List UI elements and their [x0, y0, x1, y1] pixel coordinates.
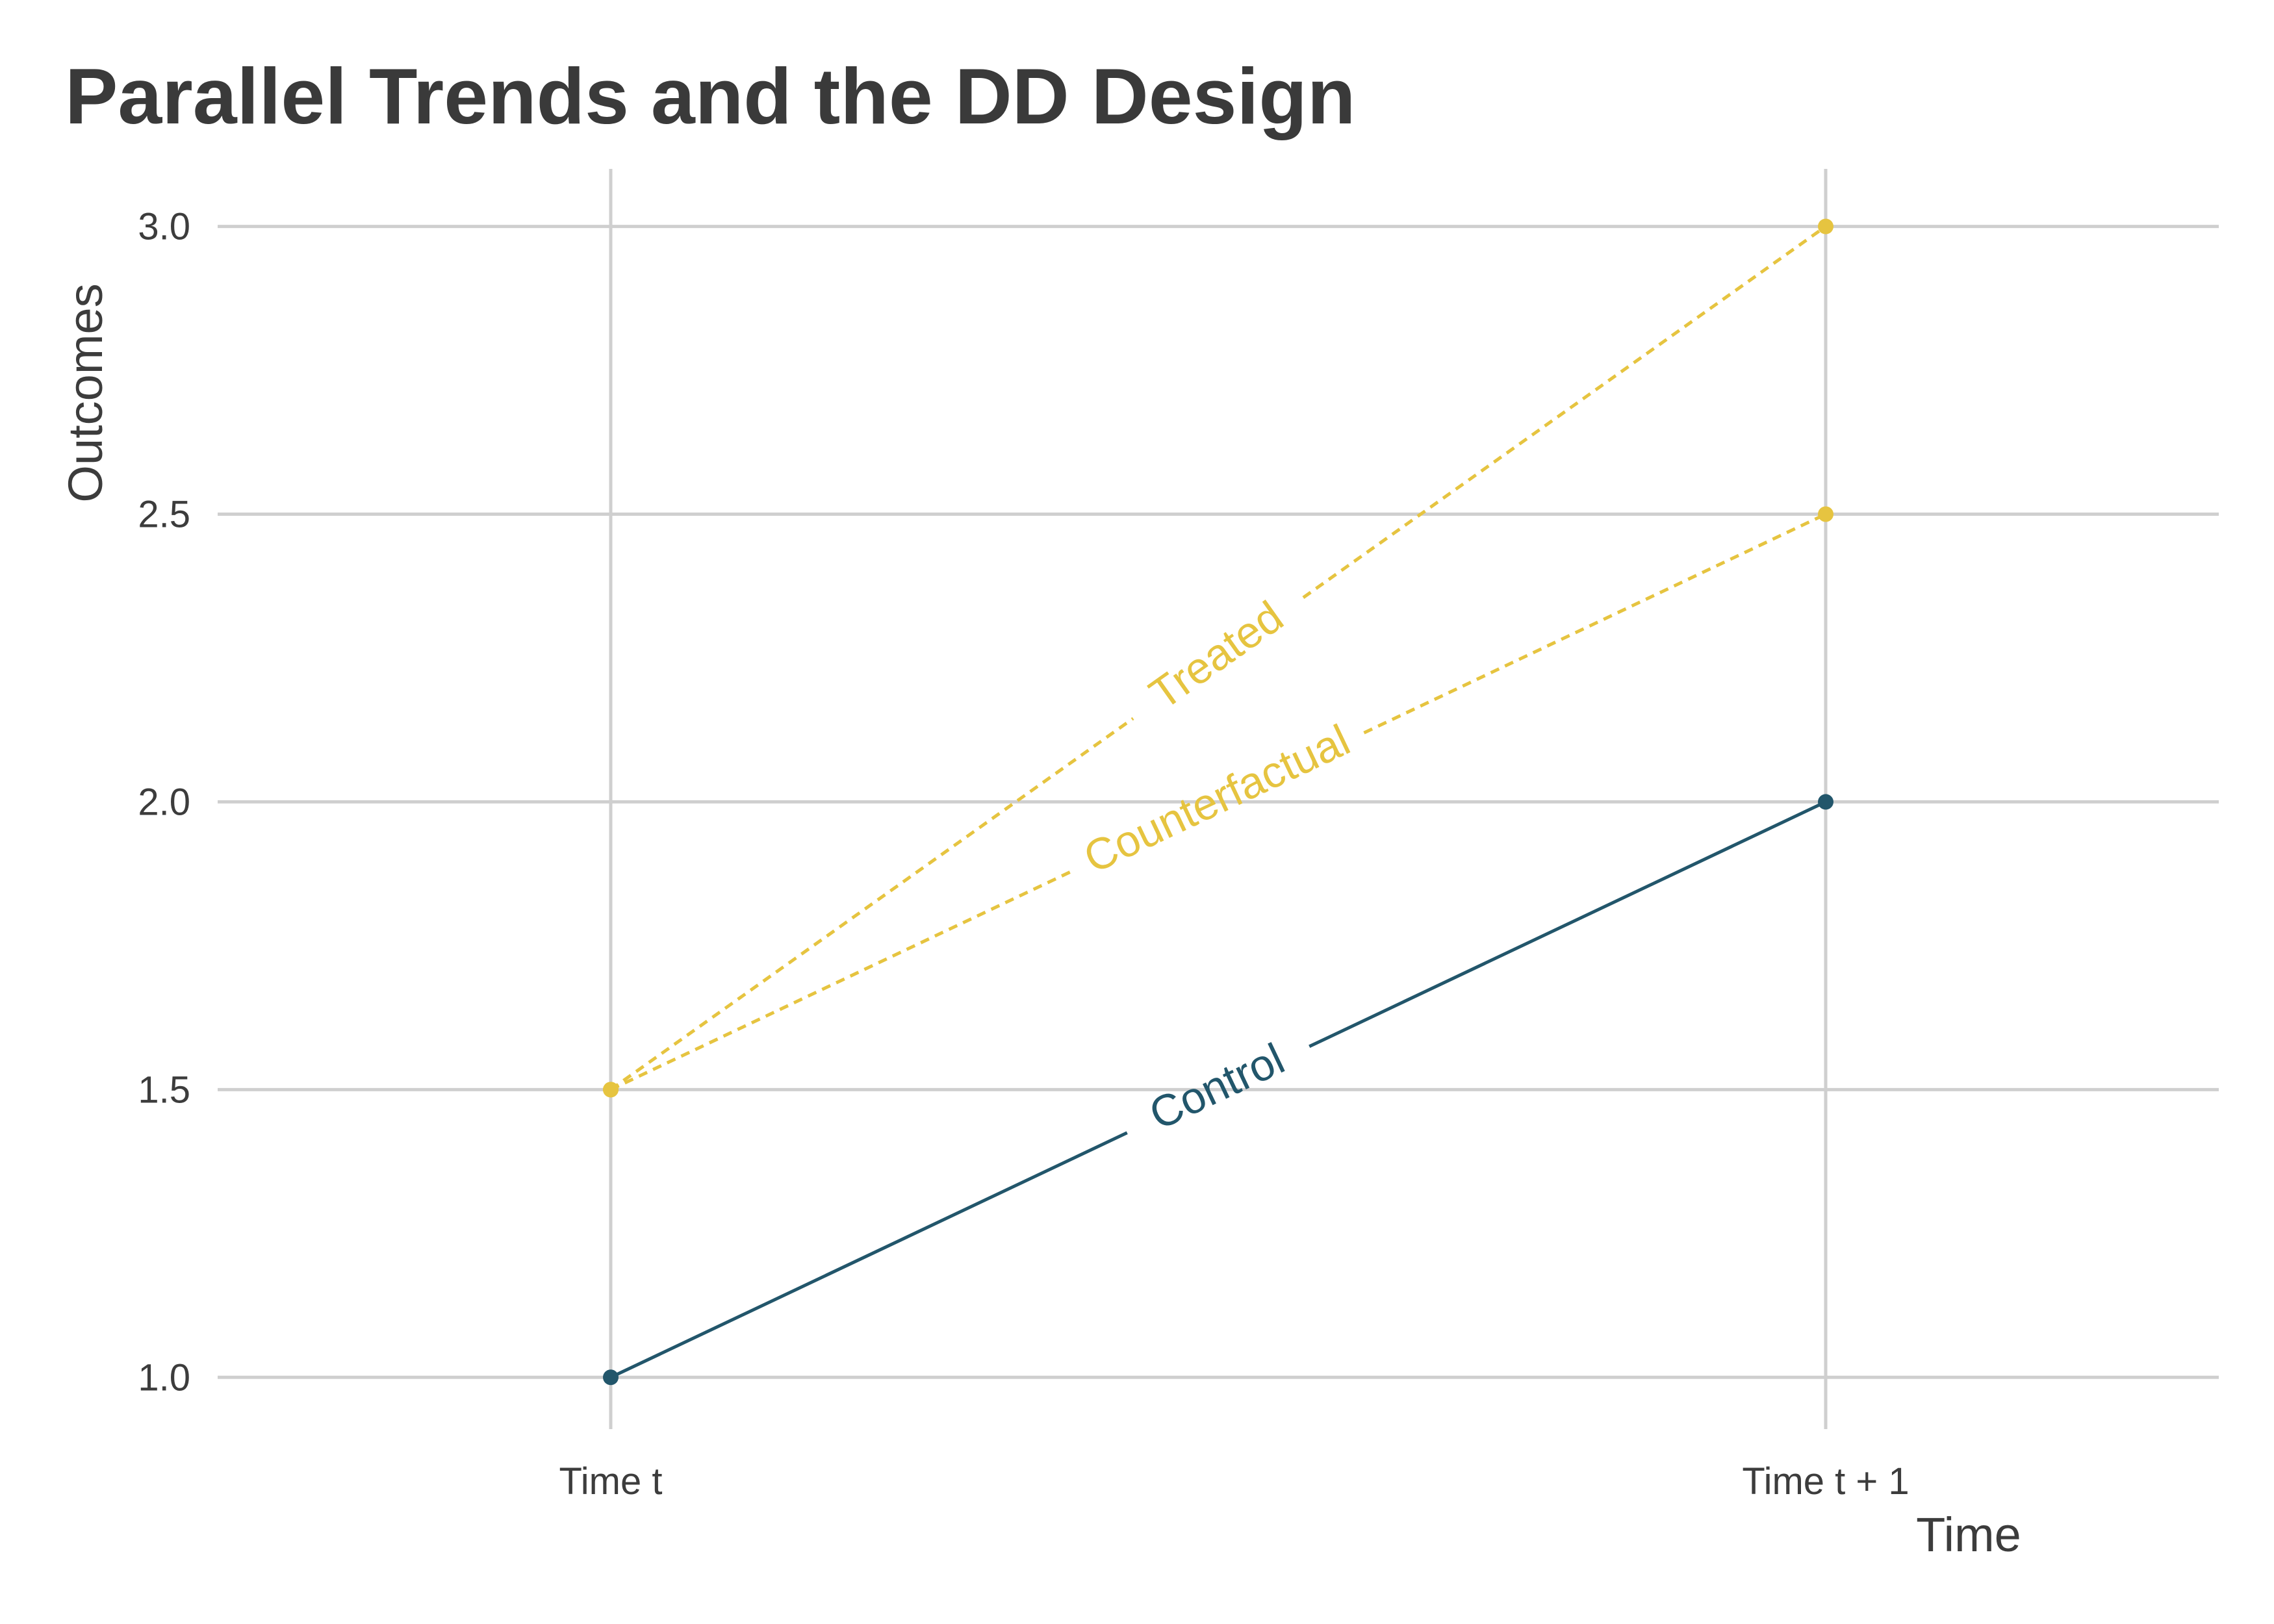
data-point-counterfactual	[1818, 506, 1833, 522]
chart-title: Parallel Trends and the DD Design	[65, 52, 1355, 140]
y-tick-label: 2.0	[138, 781, 190, 823]
y-tick-label: 2.5	[138, 494, 190, 536]
tick-labels: 1.0 1.5 2.0 2.5 3.0 Time t Time t + 1	[138, 206, 1909, 1503]
y-axis-title: Outcomes	[58, 283, 112, 502]
data-point-control	[603, 1369, 619, 1386]
series-line-control	[1309, 800, 1827, 1048]
x-axis-title: Time	[1916, 1508, 2021, 1562]
data-point-counterfactual	[603, 1082, 619, 1098]
x-tick-label: Time t + 1	[1742, 1460, 1909, 1503]
data-point-control	[1818, 794, 1833, 810]
series-label-counterfactual: Counterfactual	[1077, 715, 1357, 883]
series-label-control: Control	[1142, 1034, 1292, 1140]
y-tick-label: 1.5	[138, 1069, 190, 1111]
series-line-treated	[1302, 225, 1827, 599]
series-line-counterfactual	[609, 869, 1073, 1091]
data-point-treated	[1818, 218, 1833, 235]
series-line-counterfactual	[1363, 513, 1827, 735]
series-line-control	[609, 1131, 1128, 1379]
data-points	[603, 218, 1833, 1386]
series-line-treated	[609, 717, 1134, 1091]
y-tick-label: 1.0	[138, 1356, 190, 1399]
y-tick-label: 3.0	[138, 206, 190, 248]
series	[609, 225, 1827, 1379]
grid	[218, 169, 2219, 1429]
series-label-treated: Treated	[1141, 592, 1292, 719]
x-tick-label: Time t	[559, 1460, 663, 1503]
